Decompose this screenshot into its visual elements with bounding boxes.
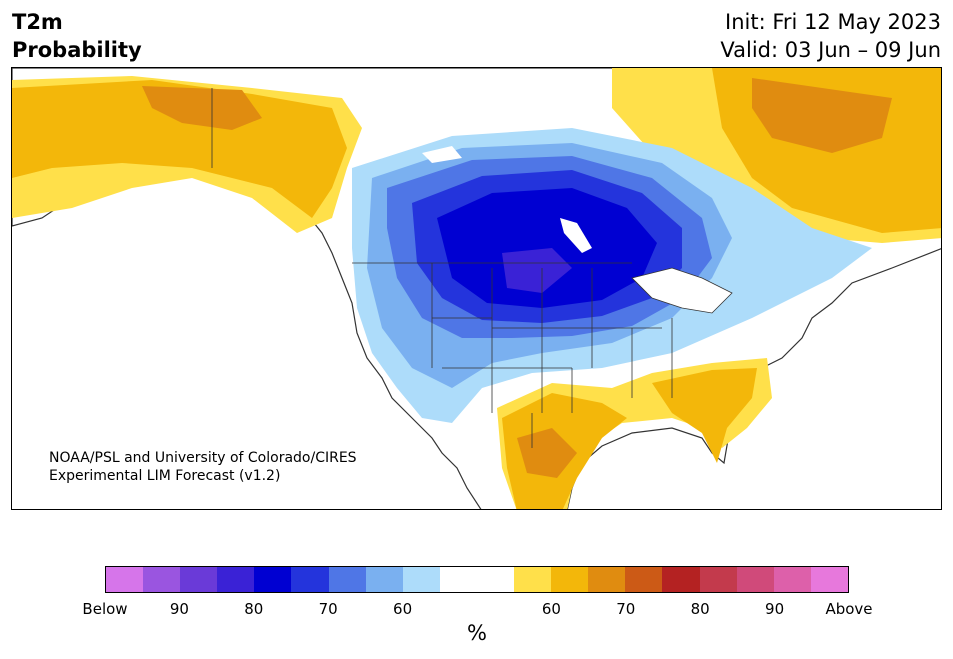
colorbar-tick-label: 80	[244, 600, 264, 618]
colorbar-segment	[625, 567, 663, 592]
credit-line-2: Experimental LIM Forecast (v1.2)	[49, 468, 281, 484]
map-panel	[11, 67, 942, 510]
colorbar-tick-label: 60	[393, 600, 413, 618]
colorbar-tick-label: Below	[82, 600, 128, 618]
colorbar-segment	[699, 567, 737, 592]
title-line-probability: Probability	[12, 38, 142, 62]
map-title: T2m Probability	[12, 8, 142, 64]
valid-range: Valid: 03 Jun – 09 Jun	[720, 38, 941, 62]
colorbar-segment	[810, 567, 848, 592]
great-lakes	[631, 267, 733, 314]
colorbar-segment	[402, 567, 440, 592]
colorbar-tick-label: 80	[690, 600, 710, 618]
hudson-edge	[422, 146, 462, 163]
probability-map	[12, 68, 941, 509]
colorbar-segment	[365, 567, 403, 592]
cool-zone-90	[502, 248, 572, 293]
colorbar-tick-label: 70	[318, 600, 338, 618]
data-credit: NOAA/PSL and University of Colorado/CIRE…	[49, 449, 357, 485]
colorbar-segment	[439, 567, 477, 592]
colorbar-tick-label: 60	[541, 600, 561, 618]
colorbar-segment	[328, 567, 366, 592]
credit-line-1: NOAA/PSL and University of Colorado/CIRE…	[49, 450, 357, 466]
colorbar-segment	[773, 567, 811, 592]
colorbar-segment	[514, 567, 552, 592]
colorbar-segment	[551, 567, 589, 592]
colorbar-segment	[254, 567, 292, 592]
colorbar-tick-label: 90	[765, 600, 785, 618]
warm-zone-southeast	[652, 368, 757, 463]
init-date: Init: Fri 12 May 2023	[725, 10, 941, 34]
colorbar	[105, 566, 849, 593]
lake-winnipeg	[560, 218, 592, 253]
colorbar-tick-label: Above	[825, 600, 873, 618]
colorbar-segment	[143, 567, 181, 592]
colorbar-tick-label: 70	[616, 600, 636, 618]
border-lines	[211, 88, 673, 448]
colorbar-segment	[291, 567, 329, 592]
colorbar-segment	[476, 567, 515, 592]
colorbar-segment	[736, 567, 774, 592]
colorbar-segment	[217, 567, 255, 592]
warm-zone-arctic-peak	[752, 78, 892, 153]
colorbar-unit: %	[467, 621, 487, 645]
colorbar-segment	[106, 567, 144, 592]
forecast-dates: Init: Fri 12 May 2023 Valid: 03 Jun – 09…	[720, 8, 941, 64]
colorbar-segment	[662, 567, 700, 592]
warm-zone-alaska-core	[12, 80, 347, 218]
title-line-variable: T2m	[12, 10, 63, 34]
warm-zone-alaska-peak	[142, 86, 262, 130]
colorbar-segment	[180, 567, 218, 592]
colorbar-segment	[588, 567, 626, 592]
colorbar-tick-label: 90	[169, 600, 189, 618]
